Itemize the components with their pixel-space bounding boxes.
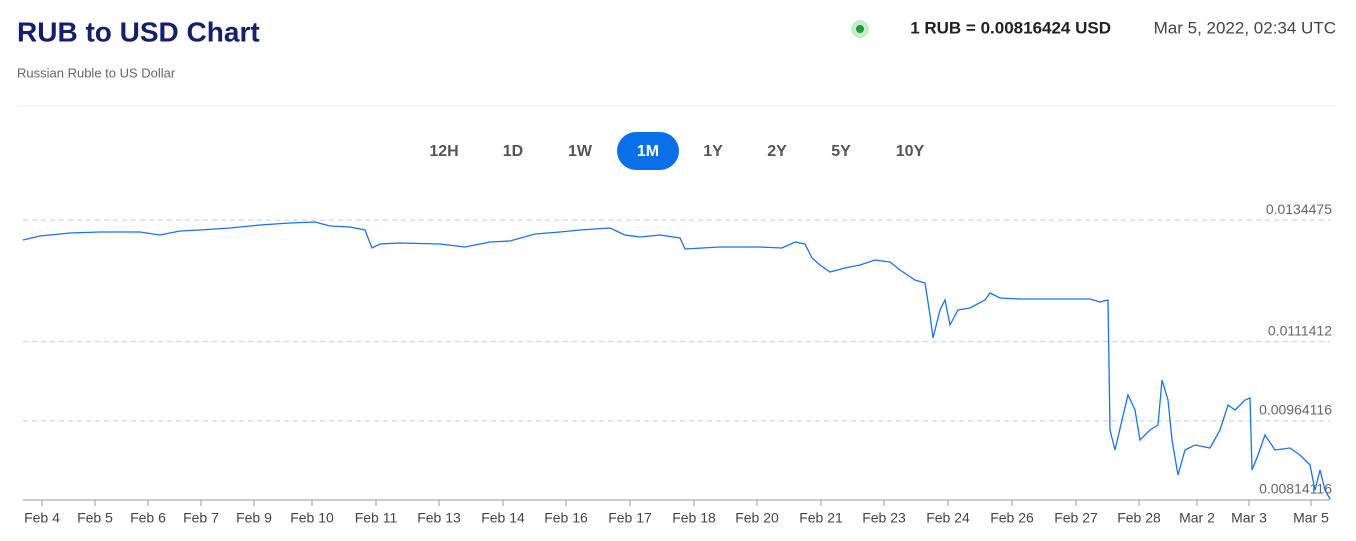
x-tick-label: Feb 10 xyxy=(290,510,334,526)
range-buttons: 12H 1D 1W 1M 1Y 2Y 5Y 10Y xyxy=(429,132,925,170)
y-tick-label: 0.00814116 xyxy=(1259,481,1332,497)
x-tick-label: Feb 14 xyxy=(481,510,525,526)
range-button[interactable]: 1Y xyxy=(703,143,723,160)
y-tick-label: 0.00964116 xyxy=(1259,402,1332,418)
x-tick-label: Feb 28 xyxy=(1117,510,1161,526)
range-button-label[interactable]: 1M xyxy=(637,143,659,160)
x-tick-label: Mar 2 xyxy=(1179,510,1215,526)
page-title: RUB to USD Chart xyxy=(17,16,260,47)
live-indicator xyxy=(856,25,864,33)
y-tick-label: 0.0134475 xyxy=(1266,201,1332,217)
x-tick-label: Feb 6 xyxy=(130,510,166,526)
range-button-label[interactable]: 2Y xyxy=(767,143,787,160)
x-tick-label: Feb 7 xyxy=(183,510,219,526)
y-tick-label: 0.0111412 xyxy=(1268,322,1332,338)
range-button-label[interactable]: 5Y xyxy=(831,143,851,160)
x-tick-label: Feb 4 xyxy=(24,510,60,526)
x-tick-label: Feb 16 xyxy=(544,510,588,526)
x-tick-label: Feb 9 xyxy=(236,510,272,526)
x-tick-label: Feb 17 xyxy=(608,510,652,526)
rate: 1 RUB = 0.00816424 USD xyxy=(910,18,1111,37)
x-tick-label: Feb 21 xyxy=(799,510,843,526)
range-button-bg[interactable] xyxy=(617,132,679,170)
range-button[interactable]: 10Y xyxy=(896,143,925,160)
page-subtitle: Russian Ruble to US Dollar xyxy=(17,65,176,80)
price-line xyxy=(22,221,1331,500)
range-button[interactable]: 12H xyxy=(429,143,458,160)
range-button-label[interactable]: 1W xyxy=(568,143,593,160)
range-button[interactable]: 5Y xyxy=(831,143,851,160)
range-button-label[interactable]: 10Y xyxy=(896,143,925,160)
x-tick-label: Feb 11 xyxy=(355,510,398,526)
range-button[interactable]: 2Y xyxy=(767,143,787,160)
x-tick-label: Feb 26 xyxy=(990,510,1034,526)
x-tick-label: Mar 5 xyxy=(1293,510,1329,526)
range-button[interactable]: 1M xyxy=(617,132,679,170)
range-button-label[interactable]: 1D xyxy=(503,143,523,160)
x-tick-label: Feb 5 xyxy=(77,510,113,526)
x-tick-label: Feb 27 xyxy=(1054,510,1098,526)
x-tick-label: Feb 18 xyxy=(672,510,716,526)
range-button-label[interactable]: 12H xyxy=(429,143,458,160)
plot: 0.00814116 0.00964116 0.0111412 0.0134475 Fe… xyxy=(22,201,1332,526)
range-button-label[interactable]: 1Y xyxy=(703,143,723,160)
x-tick-label: Mar 3 xyxy=(1231,510,1267,526)
x-tick-label: Feb 13 xyxy=(417,510,461,526)
x-tick-label: Feb 20 xyxy=(735,510,779,526)
x-tick-label: Feb 24 xyxy=(926,510,970,526)
range-button[interactable]: 1W xyxy=(568,143,593,160)
range-button[interactable]: 1D xyxy=(503,143,523,160)
x-tick-label: Feb 23 xyxy=(862,510,906,526)
timestamp: Mar 5, 2022, 02:34 UTC xyxy=(1154,18,1336,37)
